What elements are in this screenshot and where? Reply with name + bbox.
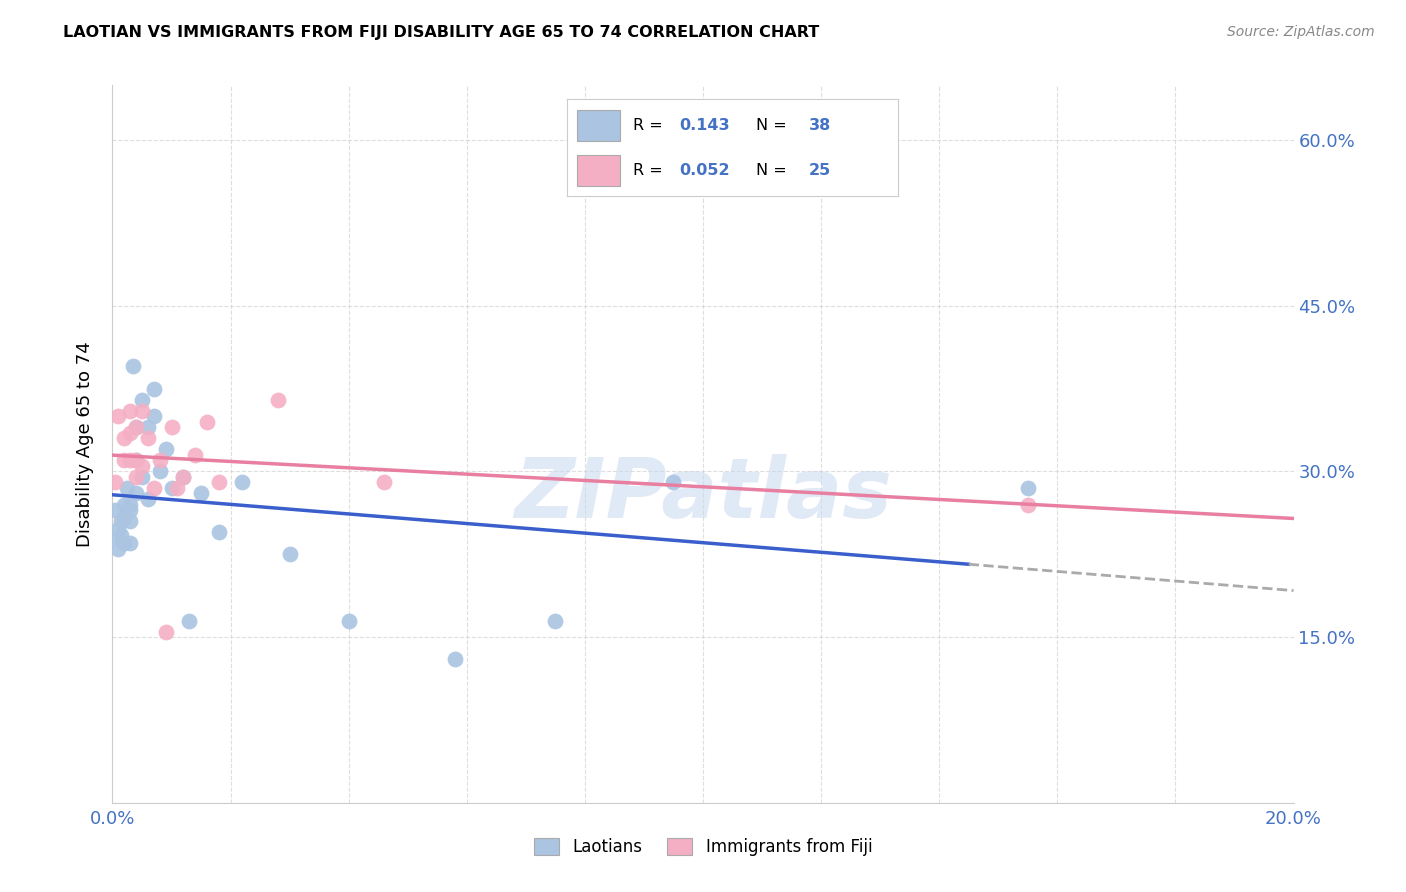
Point bbox=[112, 431, 135, 445]
Point bbox=[166, 481, 188, 495]
Point bbox=[208, 525, 231, 540]
Point bbox=[112, 536, 135, 550]
Point bbox=[184, 448, 207, 462]
Point bbox=[131, 403, 153, 417]
Point bbox=[120, 425, 142, 440]
Point bbox=[125, 486, 148, 500]
Point bbox=[125, 453, 148, 467]
Point bbox=[149, 453, 172, 467]
Point bbox=[112, 510, 135, 524]
Point bbox=[107, 531, 129, 545]
Point bbox=[125, 453, 148, 467]
Point bbox=[120, 536, 142, 550]
Point bbox=[107, 522, 129, 536]
Point bbox=[160, 420, 183, 434]
Point bbox=[155, 624, 177, 639]
Legend: Laotians, Immigrants from Fiji: Laotians, Immigrants from Fiji bbox=[527, 831, 879, 863]
Point bbox=[110, 528, 132, 542]
Point bbox=[373, 475, 395, 490]
Point bbox=[142, 382, 165, 396]
Point bbox=[107, 541, 129, 556]
Point bbox=[208, 475, 231, 490]
Point bbox=[122, 359, 145, 374]
Point bbox=[544, 614, 567, 628]
Text: ZIPatlas: ZIPatlas bbox=[515, 453, 891, 534]
Point bbox=[112, 498, 135, 512]
Point bbox=[190, 486, 212, 500]
Point bbox=[131, 458, 153, 473]
Point bbox=[120, 403, 142, 417]
Point bbox=[337, 614, 360, 628]
Point bbox=[125, 470, 148, 484]
Text: Source: ZipAtlas.com: Source: ZipAtlas.com bbox=[1227, 25, 1375, 39]
Point bbox=[278, 547, 301, 561]
Point bbox=[107, 409, 129, 424]
Y-axis label: Disability Age 65 to 74: Disability Age 65 to 74 bbox=[76, 341, 94, 547]
Point bbox=[172, 470, 194, 484]
Point bbox=[1017, 481, 1039, 495]
Point bbox=[160, 481, 183, 495]
Point bbox=[120, 498, 142, 512]
Point bbox=[195, 415, 218, 429]
Point bbox=[120, 514, 142, 528]
Point bbox=[267, 392, 290, 407]
Text: LAOTIAN VS IMMIGRANTS FROM FIJI DISABILITY AGE 65 TO 74 CORRELATION CHART: LAOTIAN VS IMMIGRANTS FROM FIJI DISABILI… bbox=[63, 25, 820, 40]
Point bbox=[662, 475, 685, 490]
Point bbox=[444, 652, 467, 666]
Point bbox=[131, 470, 153, 484]
Point bbox=[136, 420, 159, 434]
Point bbox=[125, 420, 148, 434]
Point bbox=[149, 464, 172, 478]
Point bbox=[142, 481, 165, 495]
Point bbox=[104, 475, 127, 490]
Point bbox=[120, 453, 142, 467]
Point bbox=[142, 409, 165, 424]
Point bbox=[179, 614, 201, 628]
Point bbox=[155, 442, 177, 457]
Point bbox=[120, 503, 142, 517]
Point bbox=[136, 491, 159, 506]
Point bbox=[136, 431, 159, 445]
Point bbox=[117, 481, 138, 495]
Point bbox=[1017, 498, 1039, 512]
Point bbox=[125, 420, 148, 434]
Point bbox=[231, 475, 253, 490]
Point bbox=[112, 453, 135, 467]
Point bbox=[110, 514, 132, 528]
Point bbox=[131, 392, 153, 407]
Point bbox=[172, 470, 194, 484]
Point bbox=[104, 503, 127, 517]
